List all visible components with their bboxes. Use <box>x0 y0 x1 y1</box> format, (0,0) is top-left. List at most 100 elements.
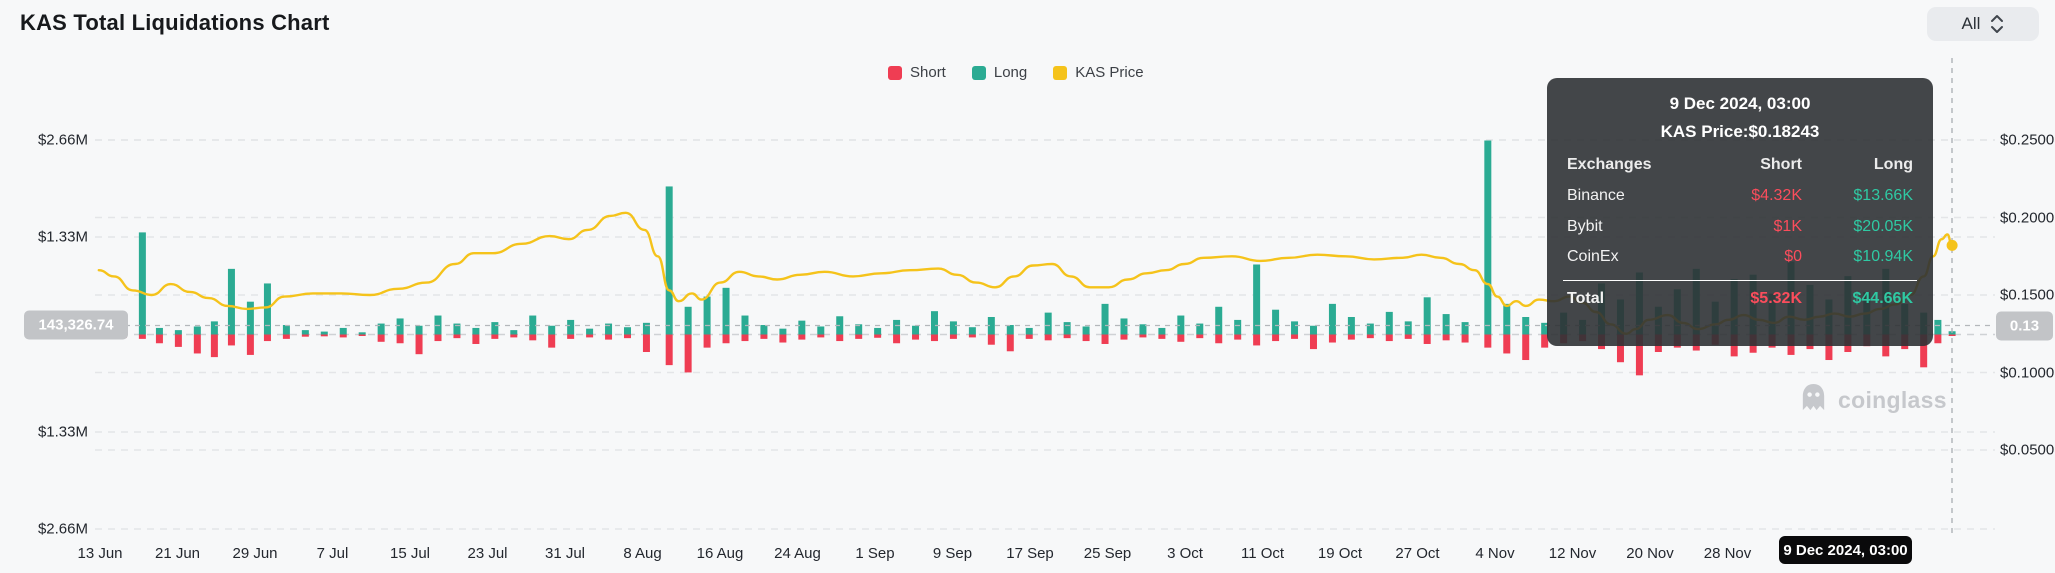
left-axis-tick: $1.33M <box>37 228 88 246</box>
x-axis-tick: 8 Aug <box>623 545 662 562</box>
short-liquidation-bar <box>1423 334 1431 344</box>
short-liquidation-bar <box>836 334 844 342</box>
short-liquidation-bar <box>930 334 938 342</box>
short-liquidation-bar <box>1825 334 1833 361</box>
long-liquidation-bar <box>912 325 920 335</box>
long-liquidation-bar <box>893 319 901 335</box>
short-liquidation-bar <box>1158 334 1166 339</box>
short-liquidation-bar <box>1404 334 1412 339</box>
short-liquidation-bar <box>1442 334 1450 341</box>
short-liquidation-bar <box>817 334 825 338</box>
left-axis-crosshair-badge: 143,326.74 <box>24 310 128 340</box>
long-liquidation-bar <box>798 320 806 335</box>
chart-legend: Short Long KAS Price <box>888 64 1144 81</box>
short-liquidation-bar <box>155 334 163 344</box>
legend-label: KAS Price <box>1075 64 1144 81</box>
long-liquidation-bar <box>1139 324 1147 335</box>
long-liquidation-bar <box>684 306 692 335</box>
tooltip-exchange-row: CoinEx $0 $10.94K <box>1567 242 1913 273</box>
legend-swatch-icon <box>971 65 986 80</box>
short-liquidation-bar <box>1541 334 1549 348</box>
short-liquidation-bar <box>623 334 631 339</box>
short-liquidation-bar <box>529 334 537 341</box>
x-axis-tick: 25 Sep <box>1083 545 1132 562</box>
short-liquidation-bar <box>434 334 442 342</box>
long-liquidation-bar <box>174 330 182 335</box>
short-liquidation-bar <box>1177 334 1185 342</box>
coinglass-ghost-icon <box>1798 382 1829 419</box>
short-liquidation-bar <box>1366 334 1374 339</box>
short-liquidation-bar <box>665 334 673 366</box>
short-liquidation-bar <box>1291 334 1299 339</box>
legend-item-short[interactable]: Short <box>888 64 946 81</box>
tooltip-cell-long: $13.66K <box>1853 186 1913 204</box>
right-axis-tick: $0.0500 <box>2000 441 2055 459</box>
long-liquidation-bar <box>779 328 787 335</box>
short-liquidation-bar <box>548 334 556 348</box>
short-liquidation-bar <box>1025 334 1033 339</box>
long-liquidation-bar <box>642 322 650 335</box>
short-liquidation-bar <box>968 334 976 338</box>
short-liquidation-bar <box>1082 334 1090 342</box>
page-title: KAS Total Liquidations Chart <box>20 10 330 35</box>
x-axis-crosshair-badge: 9 Dec 2024, 03:00 <box>1779 536 1912 564</box>
short-liquidation-bar <box>605 334 613 340</box>
long-liquidation-bar <box>623 327 631 335</box>
long-liquidation-bar <box>968 327 976 335</box>
tooltip-cell-long: $20.05K <box>1853 217 1913 235</box>
right-axis-crosshair-badge: 0.13 <box>1996 311 2053 341</box>
long-liquidation-bar <box>282 325 290 335</box>
short-liquidation-bar <box>798 334 806 340</box>
x-axis-tick: 31 Jul <box>544 545 586 562</box>
tooltip-cell-short: $4.32K <box>1751 186 1802 204</box>
x-axis-tick: 16 Aug <box>696 545 744 562</box>
x-axis-tick: 11 Oct <box>1240 545 1285 562</box>
long-liquidation-bar <box>567 319 575 335</box>
short-liquidation-bar <box>586 334 594 338</box>
long-liquidation-bar <box>1006 325 1014 335</box>
x-axis-tick: 4 Nov <box>1475 545 1515 562</box>
short-liquidation-bar <box>987 334 995 345</box>
short-liquidation-bar <box>949 334 957 339</box>
time-range-select[interactable]: All <box>1927 7 2039 41</box>
short-liquidation-bar <box>684 334 692 373</box>
long-liquidation-bar <box>665 186 673 335</box>
short-liquidation-bar <box>1484 334 1492 348</box>
long-liquidation-bar <box>1044 312 1052 335</box>
right-axis-tick: $0.1000 <box>2000 364 2055 381</box>
long-liquidation-bar <box>1442 314 1450 335</box>
legend-item-long[interactable]: Long <box>971 64 1027 81</box>
tooltip-cell-exchange: Exchanges <box>1567 156 1652 174</box>
short-liquidation-bar <box>567 334 575 339</box>
x-axis-tick: 24 Aug <box>774 545 821 562</box>
long-liquidation-bar <box>760 325 768 335</box>
long-liquidation-bar <box>510 330 518 335</box>
long-liquidation-bar <box>227 268 235 335</box>
short-liquidation-bar <box>1044 334 1052 341</box>
x-axis-tick: 9 Sep <box>932 545 973 562</box>
x-axis-tick: 28 Nov <box>1703 545 1752 562</box>
short-liquidation-bar <box>263 334 271 342</box>
long-liquidation-bar <box>1484 140 1492 335</box>
long-liquidation-bar <box>1158 327 1166 335</box>
long-liquidation-bar <box>1934 319 1942 335</box>
short-liquidation-bar <box>415 334 423 355</box>
short-liquidation-bar <box>1522 334 1530 361</box>
short-liquidation-bar <box>510 334 518 338</box>
tooltip-cell-exchange: Bybit <box>1567 217 1603 235</box>
long-liquidation-bar <box>415 325 423 335</box>
legend-item-kas-price[interactable]: KAS Price <box>1053 64 1144 81</box>
long-liquidation-bar <box>491 322 499 335</box>
tooltip-cell-short: Short <box>1760 156 1802 174</box>
short-liquidation-bar <box>453 334 461 339</box>
long-liquidation-bar <box>529 315 537 335</box>
x-axis-tick: 23 Jul <box>467 545 508 562</box>
x-axis-tick: 3 Oct <box>1167 545 1203 562</box>
short-liquidation-bar <box>174 334 182 347</box>
short-liquidation-bar <box>893 334 901 344</box>
long-liquidation-bar <box>949 321 957 335</box>
short-liquidation-bar <box>779 334 787 343</box>
x-axis-tick: 29 Jun <box>232 545 278 562</box>
short-liquidation-bar <box>1253 334 1261 346</box>
tooltip-exchange-table: Exchanges Short Long Binance $4.32K $13.66K By… <box>1563 150 1917 315</box>
